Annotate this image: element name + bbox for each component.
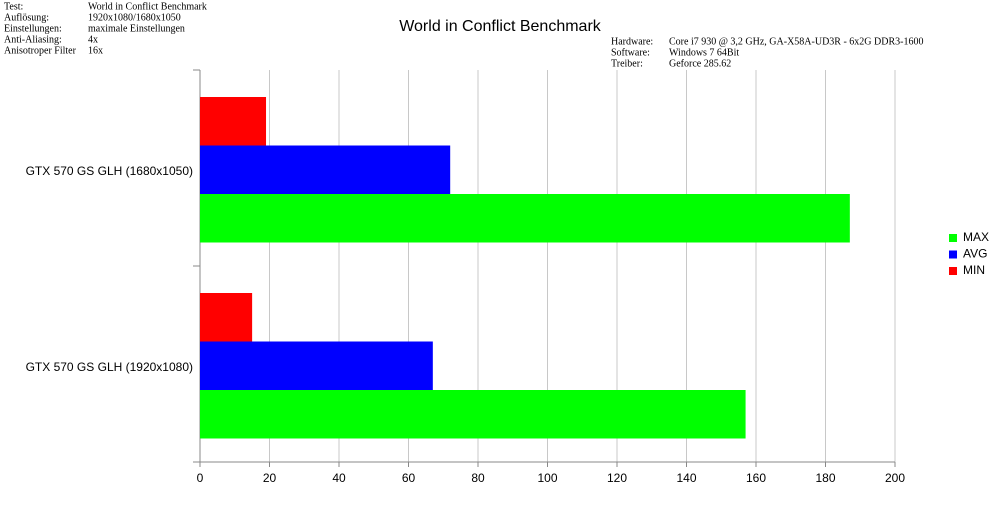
info-value: 4x [88, 34, 98, 45]
legend-swatch [949, 267, 957, 275]
info-label: Einstellungen: [4, 23, 62, 34]
info-label: Treiber: [611, 58, 643, 69]
bar [200, 390, 746, 439]
bar [200, 97, 267, 146]
y-tick-label: GTX 570 GS GLH (1680x1050) [26, 164, 193, 178]
info-label: Hardware: [611, 36, 653, 47]
x-tick-label: 80 [471, 471, 485, 485]
info-value: 1920x1080/1680x1050 [88, 12, 181, 23]
legend-swatch [949, 250, 957, 259]
x-tick-label: 60 [402, 471, 416, 485]
legend-label: MIN [963, 263, 985, 277]
legend-swatch [949, 234, 957, 242]
info-value: World in Conflict Benchmark [88, 1, 207, 12]
x-tick-label: 0 [197, 471, 204, 485]
x-tick-label: 180 [815, 471, 835, 485]
info-label: Software: [611, 47, 650, 58]
x-tick-label: 200 [885, 471, 905, 485]
x-tick-label: 120 [607, 471, 627, 485]
info-label: Anisotroper Filter [4, 45, 77, 56]
bar [200, 145, 451, 194]
bar [200, 293, 253, 342]
x-tick-label: 140 [676, 471, 696, 485]
info-value: Windows 7 64Bit [669, 47, 739, 58]
info-label: Test: [4, 1, 23, 12]
info-label: Auflösung: [4, 12, 49, 23]
chart-title: World in Conflict Benchmark [399, 18, 602, 35]
legend-label: AVG [963, 247, 987, 261]
info-value: Core i7 930 @ 3,2 GHz, GA-X58A-UD3R - 6x… [669, 36, 923, 47]
x-tick-label: 160 [746, 471, 766, 485]
legend-label: MAX [963, 230, 989, 244]
info-value: Geforce 285.62 [669, 58, 731, 69]
info-label: Anti-Aliasing: [4, 34, 62, 45]
bar [200, 194, 850, 243]
info-value: 16x [88, 45, 103, 56]
y-tick-label: GTX 570 GS GLH (1920x1080) [26, 360, 193, 374]
x-tick-label: 100 [537, 471, 557, 485]
bar [200, 341, 433, 390]
x-tick-label: 20 [263, 471, 277, 485]
x-tick-label: 40 [332, 471, 346, 485]
info-value: maximale Einstellungen [88, 23, 185, 34]
